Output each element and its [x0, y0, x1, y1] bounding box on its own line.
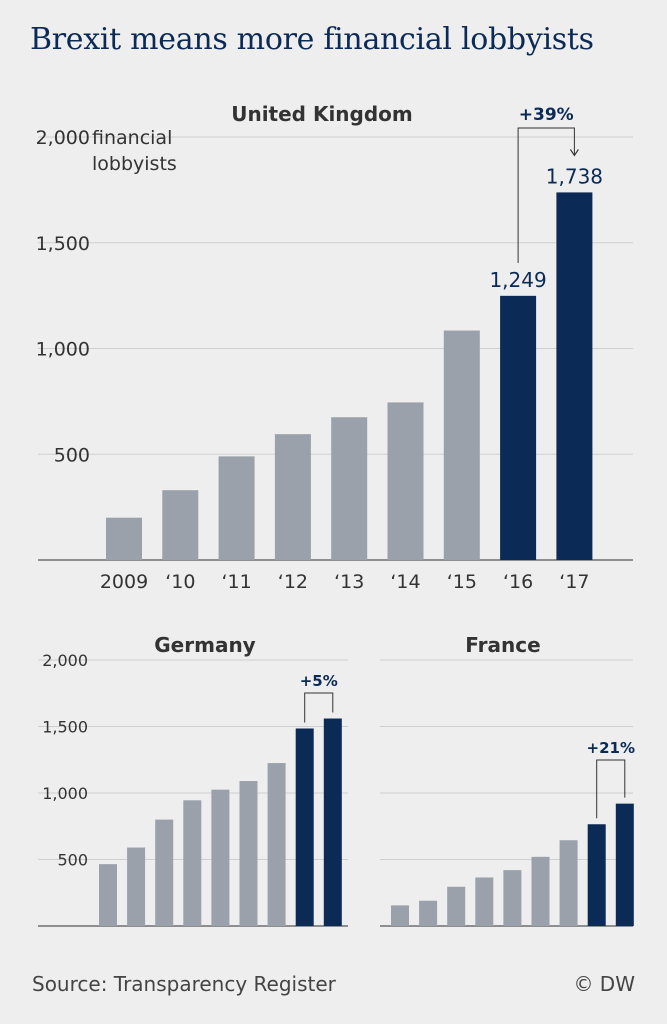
uk-bar [331, 417, 368, 560]
copyright-credit: © DW [573, 972, 635, 996]
de-y-tick-label: 1,500 [42, 718, 88, 737]
de-bar [323, 718, 342, 926]
uk-x-tick-label: ‘15 [447, 571, 477, 593]
uk-x-tick-label: ‘10 [165, 571, 195, 593]
fr-bar [447, 886, 466, 926]
uk-change-label: +39% [519, 105, 574, 125]
uk-bar [387, 402, 424, 560]
uk-y-tick-label: 500 [54, 444, 90, 466]
de-y-tick-label: 500 [57, 851, 88, 870]
de-bar [295, 728, 314, 926]
fr-bar [475, 877, 494, 926]
uk-change-bracket [517, 127, 575, 263]
uk-change-arrowhead [569, 149, 579, 157]
uk-x-tick-label: 2009 [100, 571, 148, 593]
fr-bar [531, 856, 550, 926]
uk-unit-label-line2: lobbyists [92, 153, 177, 175]
uk-x-tick-label: ‘16 [503, 571, 533, 593]
fr-bar [419, 900, 438, 926]
uk-x-tick-label: ‘14 [390, 571, 420, 593]
de-bar [155, 819, 174, 926]
uk-bar [500, 295, 537, 560]
de-bar [239, 781, 258, 926]
uk-bar [162, 490, 199, 560]
uk-y-tick-label: 1,500 [36, 233, 90, 255]
uk-bar [274, 434, 311, 560]
uk-bar [443, 330, 480, 560]
de-bar [211, 789, 230, 926]
de-y-tick-label: 2,000 [42, 651, 88, 670]
de-change-bracket [304, 692, 334, 723]
uk-y-tick-label: 2,000 [36, 127, 90, 149]
uk-unit-label-line1: financial [92, 127, 172, 149]
uk-x-tick-label: ‘11 [221, 571, 251, 593]
uk-bar [556, 192, 593, 560]
de-bar [127, 847, 146, 926]
uk-panel-title: United Kingdom [231, 102, 413, 126]
de-bar [267, 763, 286, 926]
uk-data-label: 1,738 [546, 164, 603, 188]
uk-x-tick-label: ‘13 [334, 571, 364, 593]
fr-bar [559, 840, 578, 926]
fr-change-bracket [596, 759, 626, 819]
uk-data-label: 1,249 [489, 268, 546, 292]
source-note: Source: Transparency Register [32, 972, 336, 996]
uk-x-tick-label: ‘12 [278, 571, 308, 593]
de-bar [99, 864, 117, 926]
uk-y-tick-label: 1,000 [36, 339, 90, 361]
page-title: Brexit means more financial lobbyists [30, 22, 594, 57]
de-change-label: +5% [300, 672, 338, 690]
fr-bar [615, 803, 634, 926]
de-bar [183, 800, 202, 926]
fr-bar [391, 905, 409, 926]
fr-bar [503, 870, 522, 926]
uk-bar [106, 517, 142, 560]
uk-x-tick-label: ‘17 [559, 571, 589, 593]
de-panel-title: Germany [154, 633, 255, 657]
fr-panel-title: France [465, 633, 540, 657]
uk-bar [218, 456, 255, 560]
fr-change-label: +21% [587, 739, 635, 757]
fr-bar [587, 824, 606, 926]
de-y-tick-label: 1,000 [42, 784, 88, 803]
